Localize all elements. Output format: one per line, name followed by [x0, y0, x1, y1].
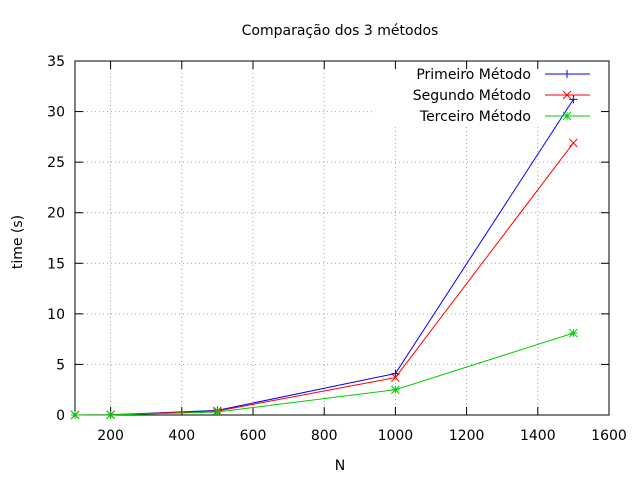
series-line — [74, 142, 574, 416]
y-tick-label: 15 — [47, 256, 65, 272]
legend-marker — [562, 90, 572, 100]
series-3 — [70, 328, 578, 420]
data-point — [391, 385, 400, 395]
data-point — [213, 407, 222, 417]
y-tick-label: 0 — [56, 408, 65, 424]
legend: Primeiro Método Segundo Método Terceiro Mé… — [413, 67, 590, 125]
x-tick-label: 200 — [97, 428, 124, 444]
legend-label: Terceiro Método — [419, 109, 531, 125]
legend-label: Primeiro Método — [416, 67, 531, 83]
legend-marker — [562, 111, 572, 121]
y-tick-label: 35 — [47, 54, 65, 70]
y-tick-label: 25 — [47, 155, 65, 171]
y-tick-label: 30 — [47, 105, 65, 121]
data-point — [569, 328, 578, 338]
axes: 0 5 10 15 20 25 30 35 200 400 600 800 1000 1200 1400 16… — [47, 54, 627, 444]
chart-title: Comparação dos 3 métodos — [242, 23, 439, 39]
series-2 — [70, 138, 578, 420]
x-tick-label: 1200 — [449, 428, 485, 444]
x-tick-label: 1400 — [520, 428, 556, 444]
x-tick-label: 800 — [311, 428, 338, 444]
y-tick-label: 20 — [47, 206, 65, 222]
x-tick-label: 1000 — [378, 428, 414, 444]
x-tick-label: 1600 — [591, 428, 627, 444]
data-point — [569, 95, 578, 104]
y-tick-label: 5 — [56, 357, 65, 373]
data-point — [70, 410, 80, 420]
y-axis-label: time (s) — [10, 215, 26, 269]
data-point — [106, 410, 115, 420]
data-point — [569, 138, 578, 148]
x-axis-label: N — [335, 458, 345, 474]
x-tick-label: 600 — [240, 428, 267, 444]
legend-marker — [563, 70, 571, 78]
x-tick-label: 400 — [168, 428, 195, 444]
plot-border — [74, 60, 610, 416]
legend-label: Segundo Método — [413, 88, 531, 104]
data-series — [70, 95, 578, 420]
y-tick-label: 10 — [47, 307, 65, 323]
data-point — [391, 373, 400, 382]
